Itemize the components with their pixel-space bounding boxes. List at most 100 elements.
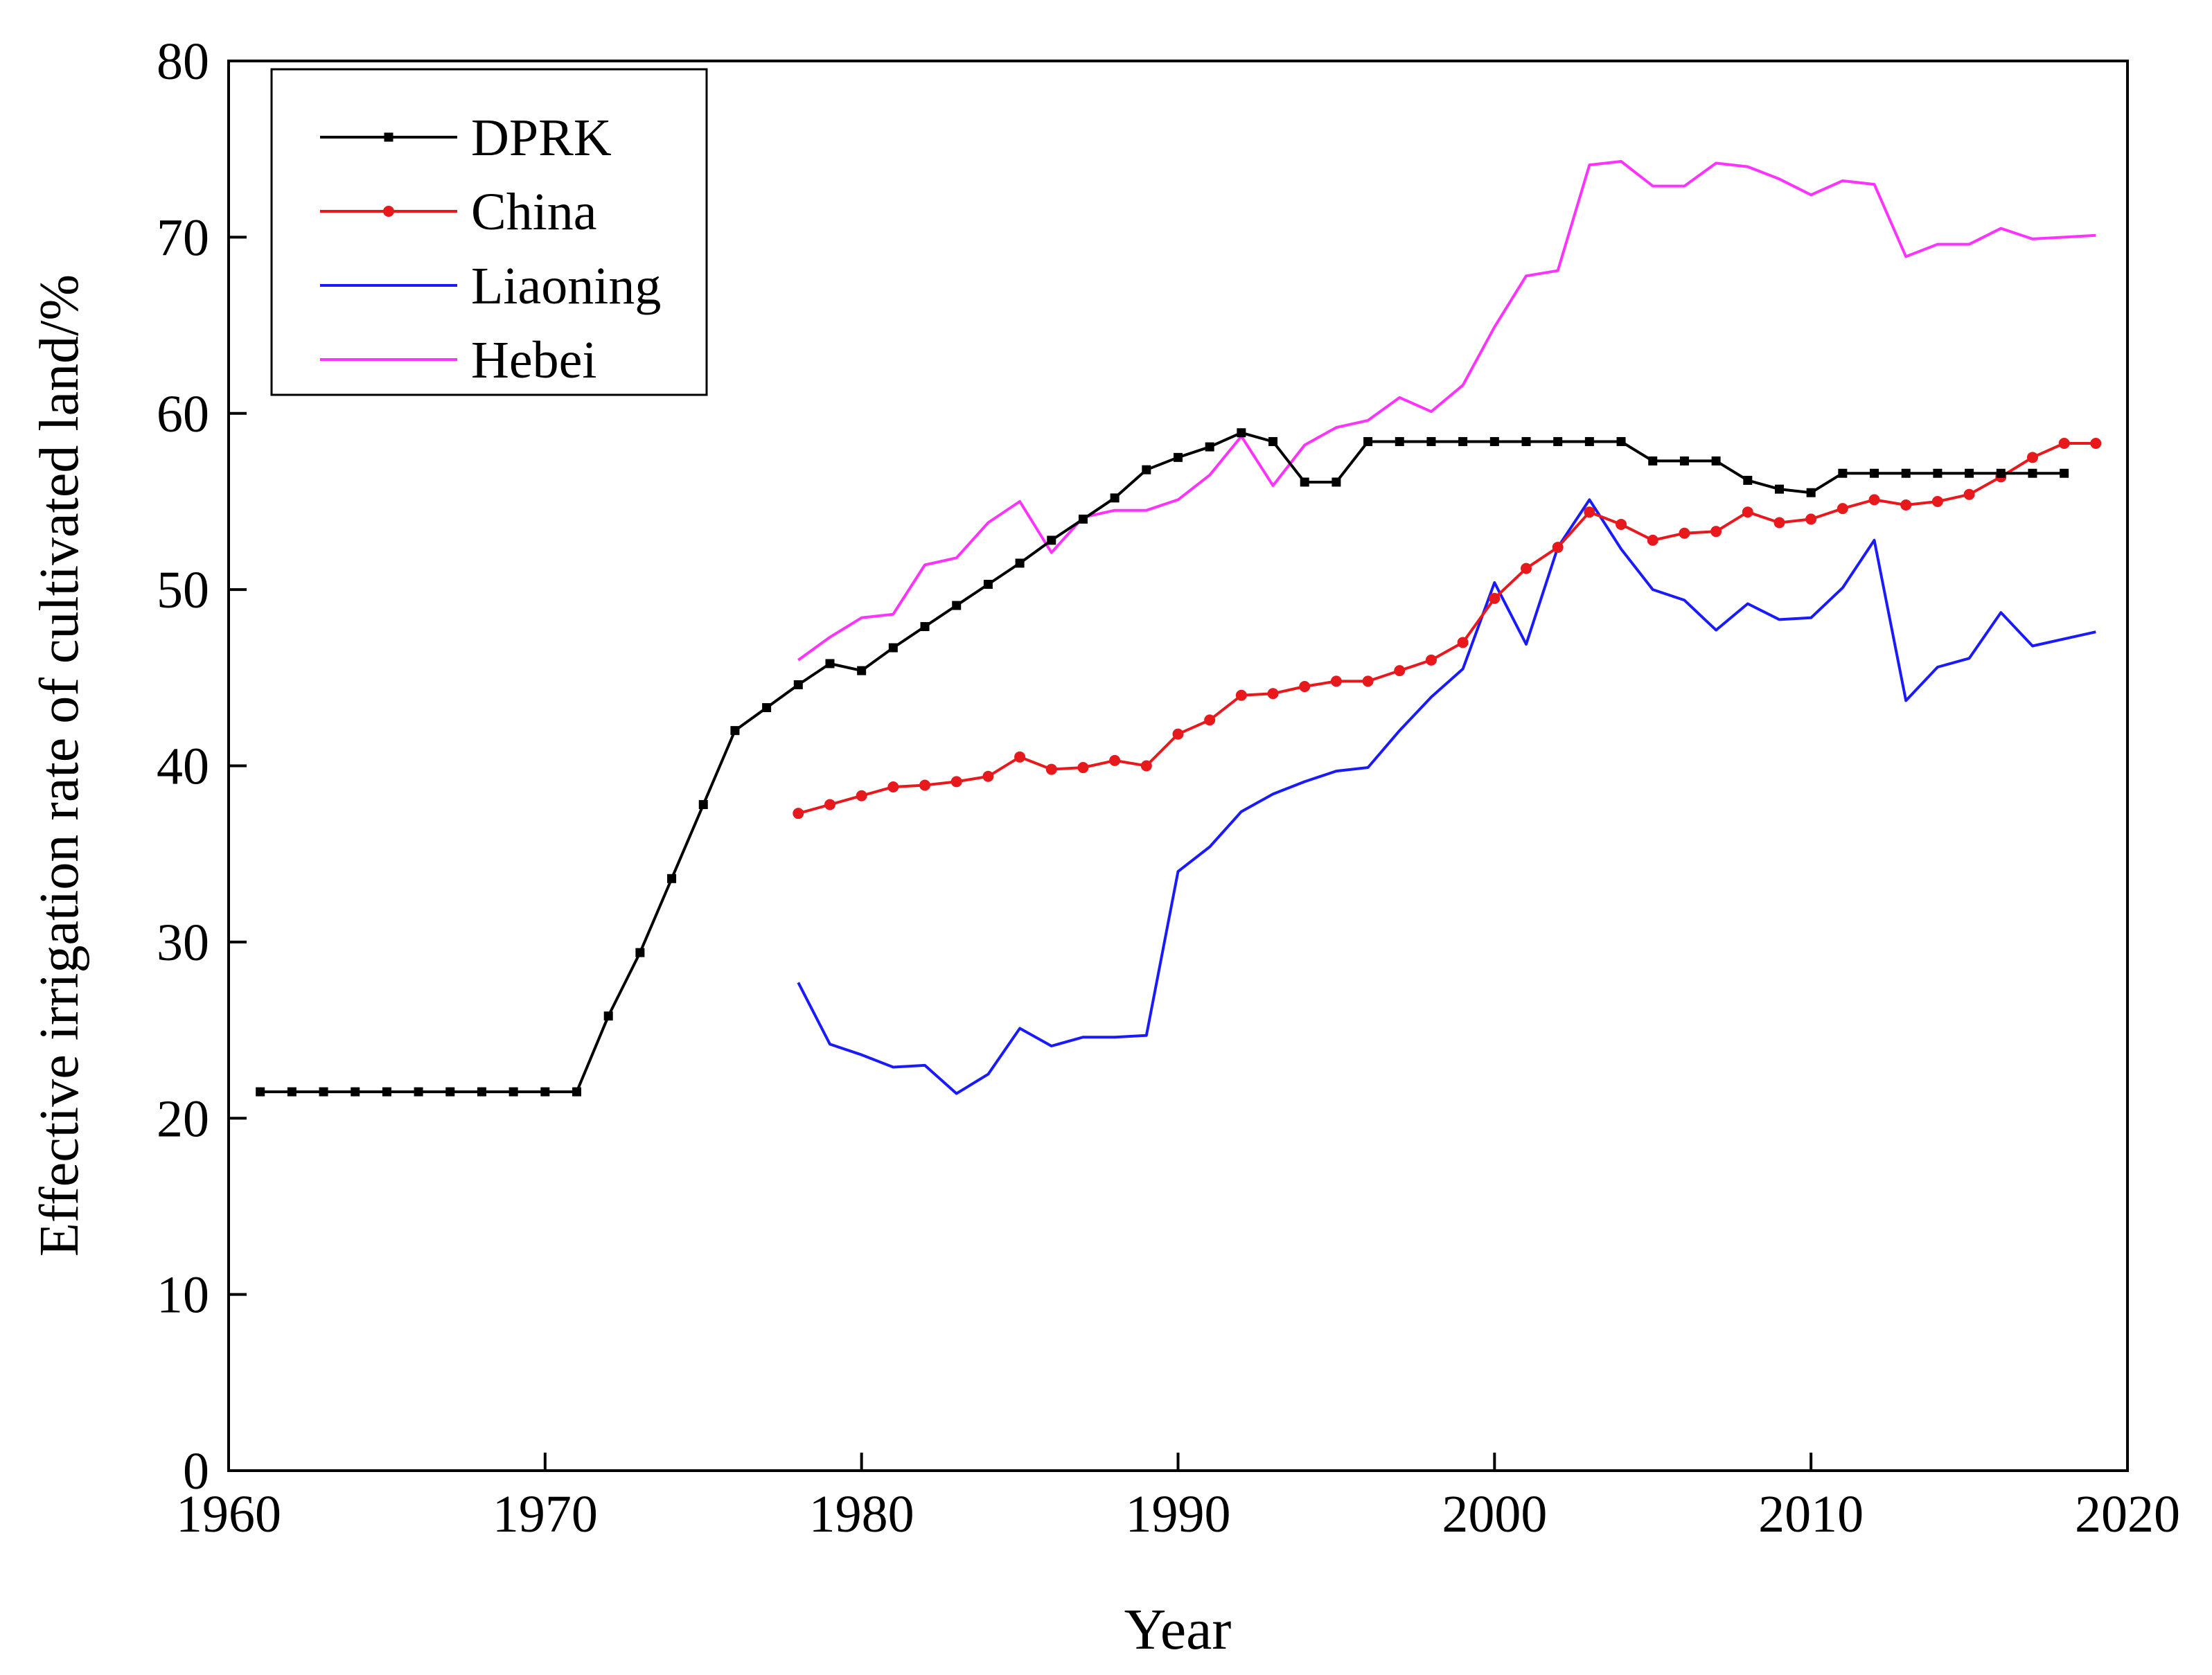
data-point-dprk bbox=[540, 1087, 550, 1097]
data-point-dprk bbox=[1426, 436, 1436, 446]
data-point-dprk bbox=[382, 1087, 391, 1097]
data-point-china bbox=[1805, 513, 1817, 525]
data-point-dprk bbox=[414, 1087, 423, 1097]
data-point-china bbox=[919, 779, 931, 791]
x-tick-label: 1980 bbox=[809, 1485, 914, 1543]
data-point-dprk bbox=[2028, 468, 2037, 478]
data-point-china bbox=[1742, 506, 1753, 518]
data-point-dprk bbox=[1489, 436, 1499, 446]
data-point-china bbox=[1552, 542, 1564, 553]
data-point-china bbox=[1489, 592, 1501, 604]
data-point-china bbox=[2026, 452, 2038, 463]
data-point-dprk bbox=[635, 948, 645, 957]
data-point-dprk bbox=[1933, 468, 1943, 478]
x-tick-label: 1990 bbox=[1126, 1485, 1231, 1543]
data-point-dprk bbox=[572, 1087, 582, 1097]
legend-label-liaoning: Liaoning bbox=[471, 257, 661, 315]
data-point-china bbox=[856, 790, 867, 801]
y-tick-label: 80 bbox=[157, 33, 209, 91]
series-line-liaoning bbox=[797, 498, 2096, 1095]
data-point-china bbox=[1204, 714, 1216, 726]
data-point-china bbox=[1647, 534, 1658, 546]
data-point-dprk bbox=[1553, 436, 1563, 446]
data-point-china bbox=[1868, 494, 1880, 506]
y-tick-label: 60 bbox=[157, 385, 209, 443]
data-point-china bbox=[1963, 488, 1975, 500]
data-point-dprk bbox=[1300, 477, 1309, 487]
data-point-dprk bbox=[256, 1087, 265, 1097]
data-point-dprk bbox=[793, 680, 803, 689]
x-tick-labels: 1960 1970 1980 1990 2000 2010 2020 bbox=[176, 1485, 2180, 1543]
data-point-dprk bbox=[319, 1087, 328, 1097]
x-tick-label: 2020 bbox=[2075, 1485, 2180, 1543]
data-point-china bbox=[1837, 503, 1848, 515]
data-point-china bbox=[793, 808, 804, 819]
data-point-china bbox=[1457, 637, 1469, 648]
data-point-dprk bbox=[1584, 436, 1594, 446]
plot-frame bbox=[227, 60, 2129, 1472]
data-point-china bbox=[1109, 754, 1121, 766]
y-tick-label: 30 bbox=[157, 914, 209, 972]
data-point-china bbox=[1045, 763, 1057, 775]
legend-item-liaoning: Liaoning bbox=[320, 257, 661, 315]
data-point-dprk bbox=[825, 659, 835, 668]
series-dprk bbox=[256, 428, 2069, 1097]
x-tick-label: 1960 bbox=[176, 1485, 281, 1543]
legend-marker-dprk bbox=[384, 132, 393, 142]
data-point-dprk bbox=[508, 1087, 518, 1097]
data-point-china bbox=[1235, 689, 1247, 701]
data-point-china bbox=[1710, 526, 1722, 538]
data-point-dprk bbox=[1142, 465, 1151, 475]
x-tick-label: 1970 bbox=[493, 1485, 598, 1543]
y-tick-label: 40 bbox=[157, 738, 209, 796]
series-layer bbox=[256, 160, 2102, 1097]
legend-item-hebei: Hebei bbox=[320, 331, 596, 389]
data-point-dprk bbox=[477, 1087, 486, 1097]
data-point-china bbox=[1267, 688, 1279, 700]
data-point-dprk bbox=[1743, 475, 1753, 485]
y-tick-label: 20 bbox=[157, 1090, 209, 1148]
data-point-dprk bbox=[1679, 456, 1689, 466]
legend-label-china: China bbox=[471, 183, 597, 241]
data-point-china bbox=[1584, 506, 1595, 518]
y-tick-label: 70 bbox=[157, 209, 209, 267]
data-point-china bbox=[1330, 675, 1342, 687]
legend-item-dprk: DPRK bbox=[320, 109, 612, 167]
x-axis-label: Year bbox=[1124, 1597, 1232, 1662]
data-point-dprk bbox=[445, 1087, 455, 1097]
series-line-dprk bbox=[260, 431, 2064, 1094]
data-point-china bbox=[1140, 760, 1152, 772]
data-point-china bbox=[1362, 675, 1374, 687]
data-point-china bbox=[1014, 751, 1026, 763]
y-tick-labels: 0 10 20 30 40 50 60 70 80 bbox=[157, 33, 209, 1500]
data-point-dprk bbox=[1205, 442, 1214, 452]
data-point-dprk bbox=[1774, 484, 1784, 494]
data-point-dprk bbox=[1996, 468, 2006, 478]
series-line-hebei bbox=[797, 160, 2096, 662]
data-point-china bbox=[1900, 499, 1912, 511]
data-point-dprk bbox=[1047, 535, 1056, 545]
data-point-dprk bbox=[1521, 436, 1531, 446]
legend-item-china: China bbox=[320, 183, 597, 241]
data-point-dprk bbox=[1331, 477, 1341, 487]
data-point-china bbox=[2090, 437, 2102, 449]
data-point-china bbox=[1521, 562, 1532, 574]
y-axis-label: Effective irrigation rate of cultivated … bbox=[29, 274, 90, 1257]
legend-box bbox=[270, 68, 708, 396]
data-point-china bbox=[982, 770, 994, 782]
legend: DPRK China Liaoning Hebei bbox=[270, 68, 708, 396]
data-point-china bbox=[2058, 437, 2070, 449]
data-point-dprk bbox=[1965, 468, 1974, 478]
series-china bbox=[793, 437, 2102, 819]
legend-items: DPRK China Liaoning Hebei bbox=[320, 109, 661, 389]
data-point-dprk bbox=[1901, 468, 1911, 478]
legend-label-hebei: Hebei bbox=[471, 331, 596, 389]
data-point-dprk bbox=[1268, 436, 1278, 446]
data-point-dprk bbox=[1237, 428, 1246, 438]
data-point-china bbox=[887, 781, 899, 793]
data-point-dprk bbox=[1110, 493, 1120, 503]
y-tick-label: 10 bbox=[157, 1266, 209, 1324]
data-point-dprk bbox=[667, 874, 677, 883]
data-point-dprk bbox=[2060, 468, 2069, 478]
data-point-china bbox=[1931, 495, 1943, 507]
